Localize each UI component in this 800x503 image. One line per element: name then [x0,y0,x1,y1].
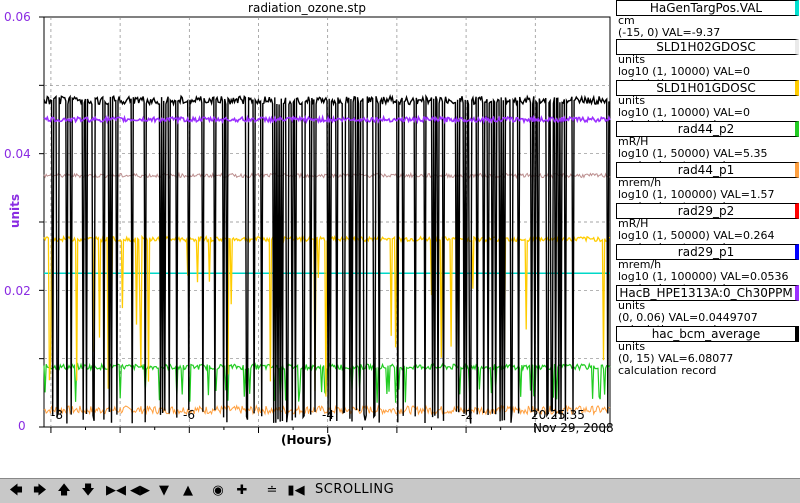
y-tick-label: 0.06 [4,10,31,24]
legend-detail: mR/H [618,217,649,230]
legend-detail: log10 (1, 10000) VAL=0 [618,106,751,119]
legend-entry[interactable]: HacB_HPE1313A:0_Ch30PPM units (0, 0.06) VA… [615,285,800,336]
date-label: Nov 29, 2008 [533,421,614,435]
legend-entry[interactable]: rad44_p1 mrem/h log10 (1, 100000) VAL=1.57… [615,162,800,213]
toolbar: 🡄 🡆 🡅 🡇 ▶◀ ◀▶ ▼ ▲ ◉ ✚ ≐ ▮◀ SCROLLING [0,478,800,503]
legend-entry[interactable]: rad29_p1 mrem/h log10 (1, 100000) VAL=0.05… [615,244,800,295]
legend-detail: cm [618,14,635,27]
legend-detail: (0, 0.06) VAL=0.0449707 [618,311,758,324]
arrow-down-icon[interactable]: 🡇 [81,483,95,498]
legend-series-name[interactable]: rad29_p1 [616,244,799,260]
legend-series-name[interactable]: rad44_p2 [616,121,799,137]
plot-area[interactable] [0,0,614,478]
x-tick-label: -8 [51,408,63,422]
series-line-green [43,362,611,403]
legend-series-name[interactable]: rad29_p2 [616,203,799,219]
zoom-in-y-icon[interactable]: ▼ [159,483,169,498]
chart-title: radiation_ozone.stp [248,1,366,15]
x-tick-label: -4 [322,408,334,422]
legend-entry[interactable]: HaGenTargPos.VAL cm (-15, 0) VAL=-9.37 [615,0,800,41]
legend-detail: units [618,299,646,312]
pause-icon[interactable]: ▮◀ [287,483,305,498]
series-line-rad44-p1 [43,404,611,416]
legend-detail: mrem/h [618,258,662,271]
legend-series-name[interactable]: rad44_p1 [616,162,799,178]
record-icon[interactable]: ◉ [212,483,224,498]
legend-series-name[interactable]: hac_bcm_average [616,326,799,342]
legend-series-name[interactable]: SLD1H02GDOSC [616,39,799,55]
zoom-in-x-icon[interactable]: ▶◀ [106,483,126,498]
legend-entry[interactable]: hac_bcm_average units (0, 15) VAL=6.08077 c… [615,326,800,377]
legend-series-name[interactable]: HacB_HPE1313A:0_Ch30PPM [616,285,799,301]
arrow-up-icon[interactable]: 🡅 [57,483,71,498]
x-tick-label: -2 [461,408,473,422]
legend-detail: log10 (1, 100000) VAL=1.57 [618,188,775,201]
legend-detail: log10 (1, 50000) VAL=0.264 [618,229,775,242]
legend-detail: (0, 15) VAL=6.08077 [618,352,734,365]
series-line-hacb-hpe1313a [43,114,611,125]
arrow-right-icon[interactable]: 🡆 [33,483,47,498]
legend-detail: log10 (1, 100000) VAL=0.0536 [618,270,789,283]
zoom-out-x-icon[interactable]: ◀▶ [130,483,150,498]
add-icon[interactable]: ✚ [236,483,248,498]
status-text: SCROLLING [315,482,395,497]
legend-detail: units [618,53,646,66]
legend-detail: log10 (1, 50000) VAL=5.35 [618,147,768,160]
legend-detail: units [618,94,646,107]
legend-series-name[interactable]: SLD1H01GDOSC [616,80,799,96]
time-label: 20:25:35 [531,408,585,422]
y-tick-label: 0.04 [4,147,31,161]
zoom-out-y-icon[interactable]: ▲ [183,483,193,498]
legend-detail: units [618,340,646,353]
autoscale-icon[interactable]: ≐ [266,483,278,498]
arrow-left-icon[interactable]: 🡄 [9,483,23,498]
y-axis-label: units [8,193,23,229]
y-tick-label: 0.02 [4,284,31,298]
legend-detail: mR/H [618,135,649,148]
legend-detail: (-15, 0) VAL=-9.37 [618,26,721,39]
legend-detail: log10 (1, 10000) VAL=0 [618,65,751,78]
legend-detail: calculation record [618,364,717,377]
x-axis-label: (Hours) [281,433,332,447]
x-tick-label: -6 [183,408,195,422]
y-tick-label: 0 [18,419,26,433]
series-line-hac-bcm-average [43,94,611,424]
legend-detail: mrem/h [618,176,662,189]
legend: HaGenTargPos.VAL cm (-15, 0) VAL=-9.37 SLD1… [615,0,800,377]
legend-series-name[interactable]: HaGenTargPos.VAL [616,0,799,16]
